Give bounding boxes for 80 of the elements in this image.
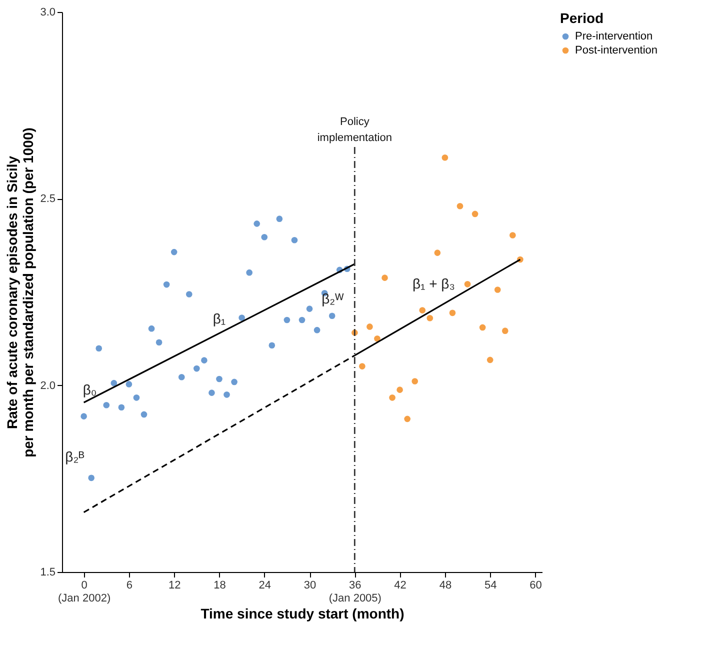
point: [96, 345, 102, 352]
point: [178, 374, 185, 380]
x-axis-title: Time since study start (month): [200, 606, 404, 622]
annotation: β₀: [82, 382, 97, 398]
point: [464, 281, 471, 288]
point: [359, 363, 366, 370]
legend-label: Pre-intervention: [575, 30, 653, 42]
y-tick-label: 2.5: [40, 193, 56, 206]
point: [404, 416, 410, 422]
point: [298, 316, 306, 324]
point: [419, 307, 426, 314]
x-tick-label: 48: [439, 580, 452, 592]
annotation: β₂ᵂ: [322, 290, 344, 307]
point: [472, 210, 478, 218]
point: [224, 392, 230, 398]
point: [103, 402, 110, 408]
legend-label: Post-intervention: [575, 44, 658, 56]
x-tick-label: 42: [394, 580, 406, 592]
point: [486, 356, 494, 364]
y-tick-label: 3.0: [40, 6, 56, 18]
point: [133, 394, 140, 401]
point: [449, 310, 456, 316]
point: [442, 154, 448, 161]
point: [276, 216, 283, 222]
point: [156, 339, 162, 346]
point: [201, 357, 208, 364]
x-tick-label: 18: [214, 580, 226, 592]
point: [434, 250, 441, 256]
y-tick-label: 1.5: [40, 566, 56, 578]
point: [389, 394, 396, 401]
point: [118, 404, 125, 411]
x-tick-label: 36 (Jan 2005): [328, 580, 382, 604]
x-tick-label: 60: [530, 580, 542, 592]
point: [306, 306, 313, 312]
annotation: β₁ + β₃: [412, 276, 455, 292]
point: [80, 413, 87, 420]
point: [426, 314, 434, 322]
point: [231, 378, 238, 386]
annotation: β₂ᴮ: [65, 448, 85, 464]
point: [328, 312, 336, 320]
y-axis-title: Rate of acute coronary episodes in Sicily per month per standardized population (per 1000): [4, 128, 36, 458]
annotation: β₁: [212, 310, 226, 326]
point: [126, 381, 132, 388]
x-tick-label: 12: [168, 580, 181, 592]
point: [509, 232, 516, 238]
point: [216, 376, 222, 382]
point: [194, 365, 200, 372]
point: [366, 324, 373, 330]
point: [148, 325, 155, 332]
point: [254, 220, 260, 227]
x-tick-label: 30: [304, 580, 316, 592]
point: [291, 236, 298, 244]
point: [246, 269, 252, 276]
point: [186, 291, 192, 298]
point: [140, 411, 148, 418]
point: [396, 386, 403, 393]
legend-title: Period: [560, 10, 604, 26]
point: [208, 390, 215, 396]
point: [268, 342, 276, 349]
x-tick-label: 54: [484, 580, 497, 592]
point: [382, 274, 388, 281]
point: [284, 316, 290, 324]
x-tick-label: 6: [126, 580, 133, 592]
y-tick-label: 2.0: [40, 380, 56, 392]
point: [412, 378, 418, 384]
point: [314, 326, 320, 334]
x-tick-label: 24: [258, 580, 272, 592]
point: [110, 380, 118, 386]
point: [88, 474, 95, 482]
point: [494, 286, 501, 293]
point: [374, 336, 380, 342]
point: [261, 234, 268, 240]
point: [456, 202, 464, 210]
point: [163, 281, 170, 288]
point: [170, 248, 178, 256]
ref-line-label: Policy implementation: [317, 116, 392, 144]
point: [502, 328, 508, 334]
point: [238, 314, 245, 321]
x-tick-label: 0 (Jan 2002): [58, 580, 111, 604]
point: [479, 324, 486, 331]
